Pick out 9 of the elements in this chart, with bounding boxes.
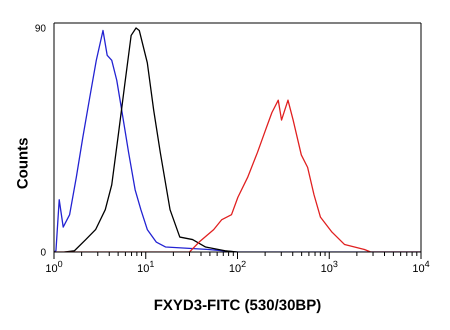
- x-tick-label: 10$^{1}$: [137, 259, 154, 275]
- y-tick-label: 90: [34, 24, 46, 35]
- x-tick-label: 10$^{2}$: [228, 259, 246, 275]
- x-tick-label: 10$^{3}$: [320, 259, 338, 275]
- x-tick-label: 10$^{0}$: [45, 259, 63, 275]
- y-tick-label: 0: [40, 248, 46, 259]
- x-axis-title: FXYD3-FITC (530/30BP): [154, 297, 322, 314]
- x-tick-label: 10$^{4}$: [412, 259, 430, 275]
- y-axis-title: Counts: [14, 138, 32, 190]
